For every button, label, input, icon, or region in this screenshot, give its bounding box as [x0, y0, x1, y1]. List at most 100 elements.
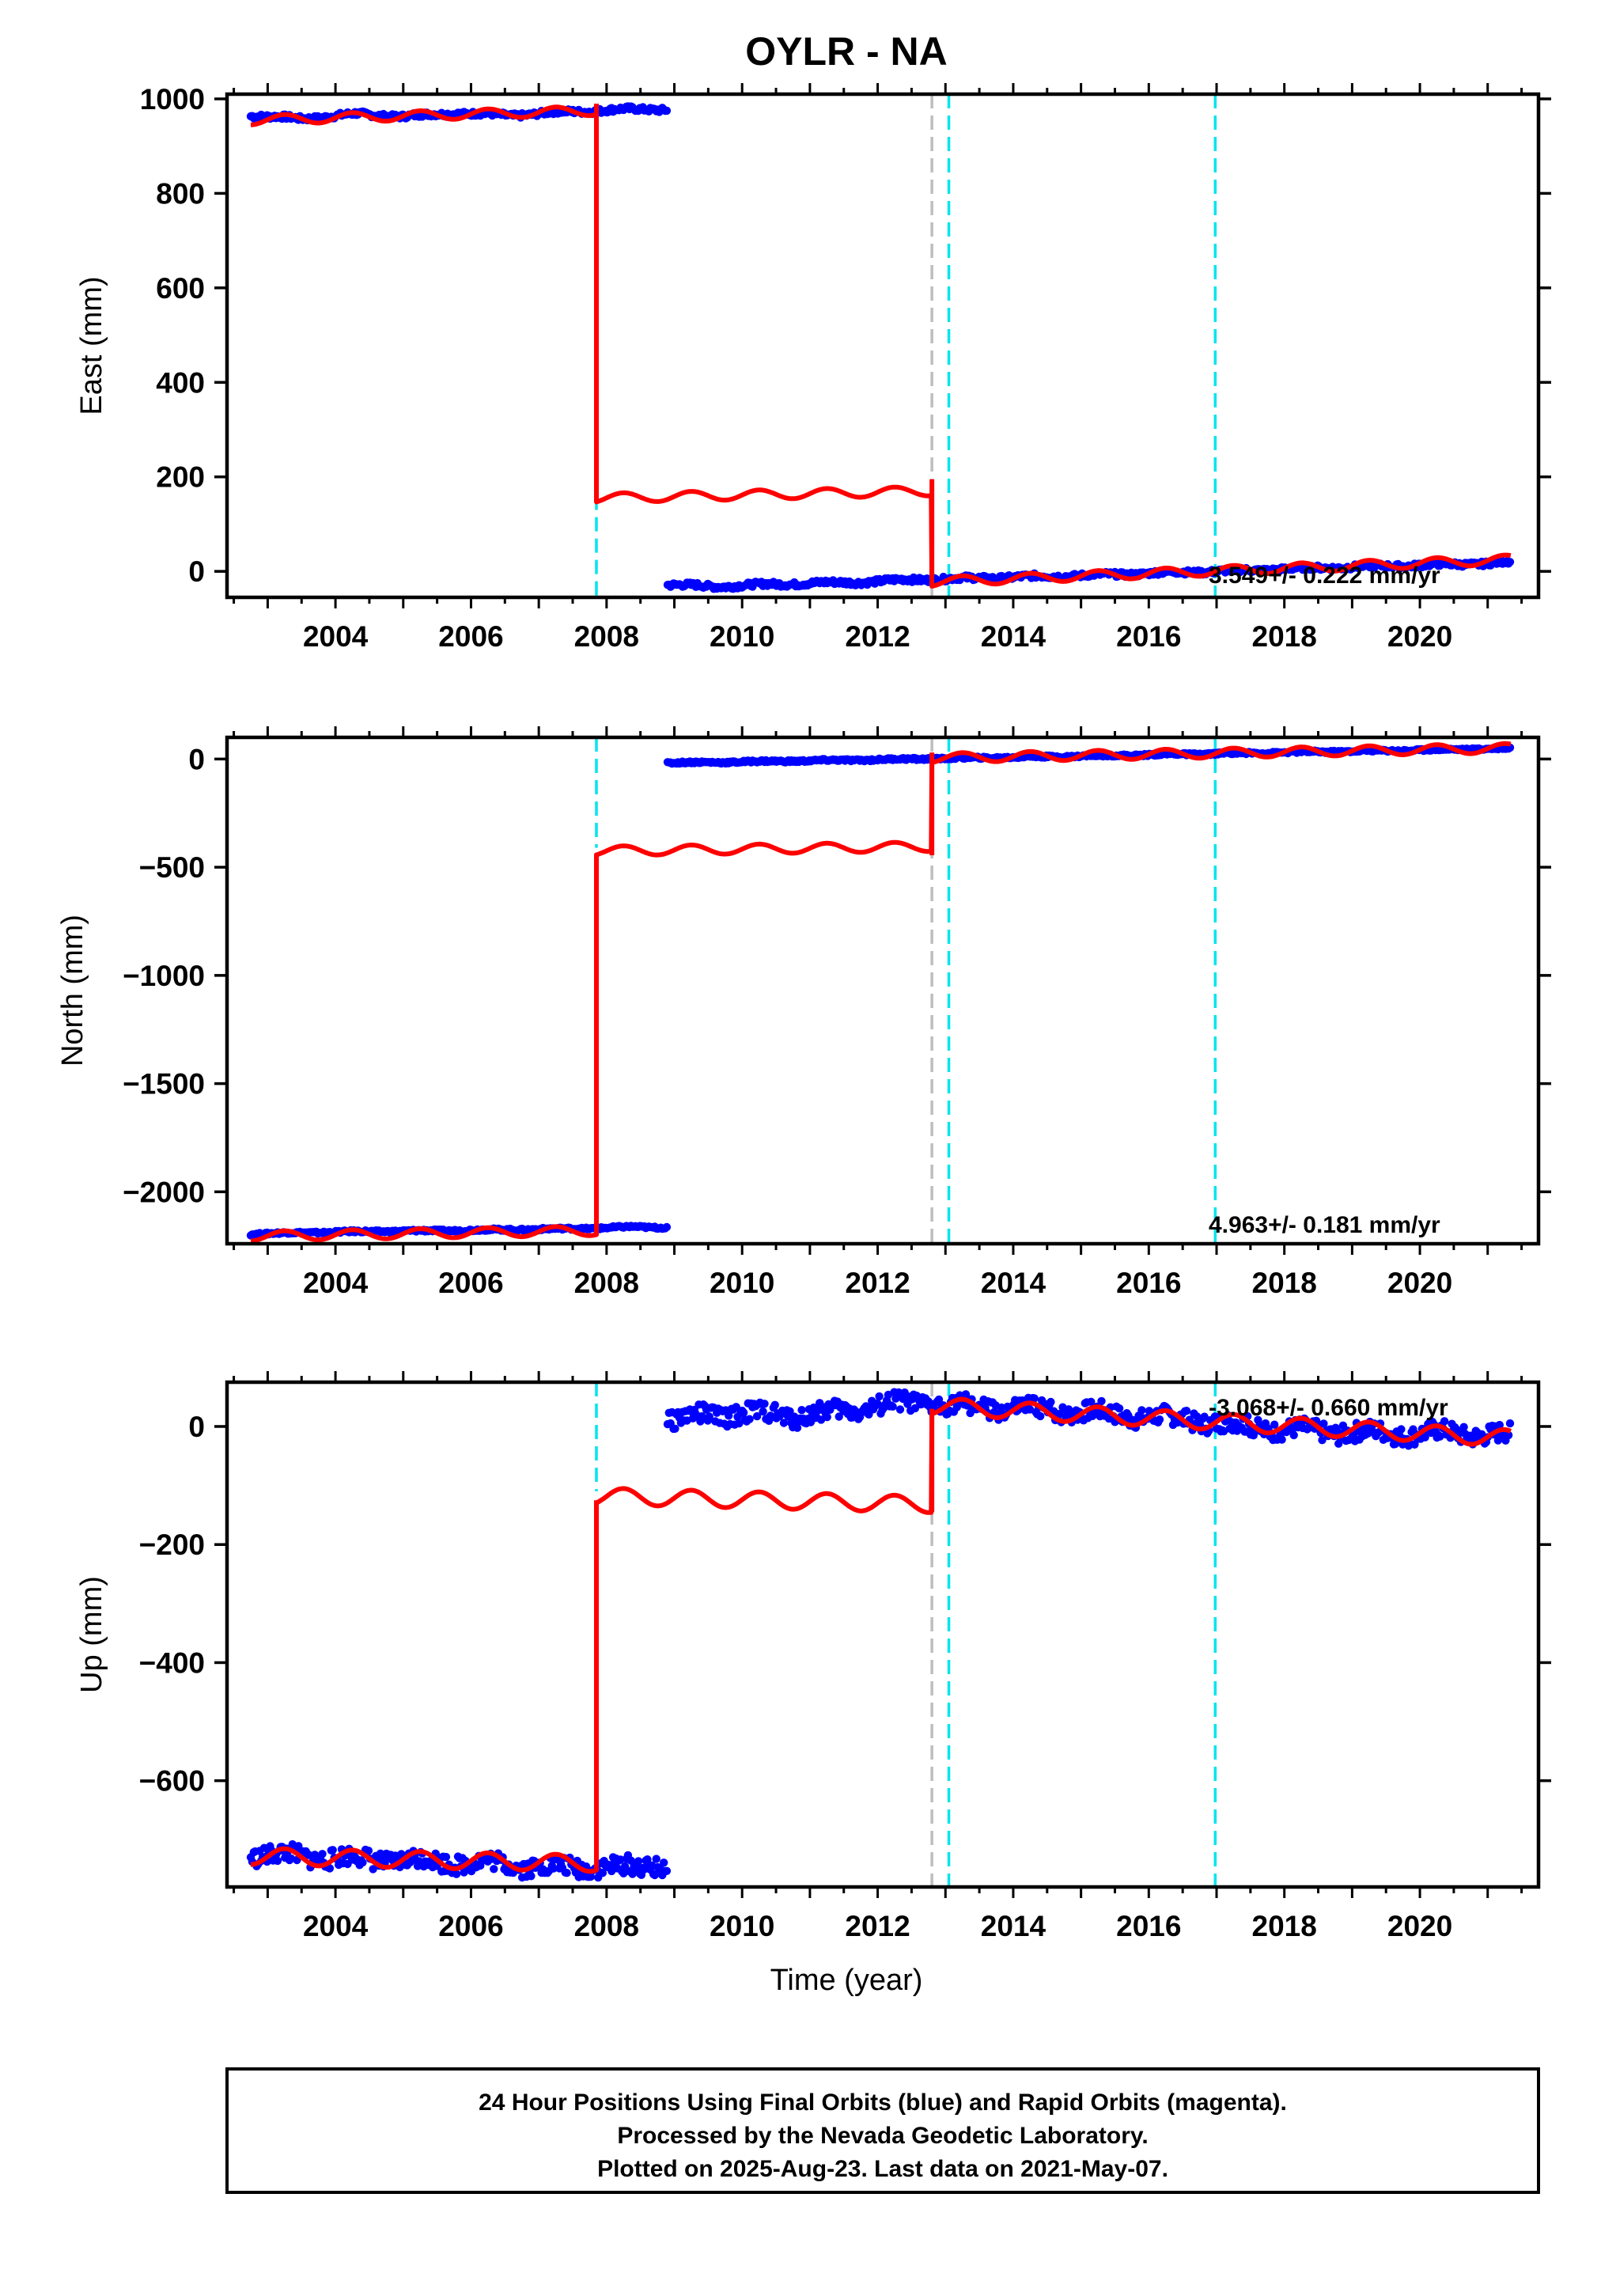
up-data-point: [1459, 1423, 1468, 1431]
north-x-tick-label: 2008: [574, 1267, 639, 1299]
chart-title: OYLR - NA: [745, 29, 948, 74]
up-x-tick-label: 2018: [1252, 1910, 1317, 1942]
north-x-tick-label: 2014: [981, 1267, 1047, 1299]
east-x-tick-label: 2004: [303, 620, 369, 653]
up-data-point: [1421, 1433, 1429, 1442]
up-data-point: [549, 1864, 558, 1873]
up-data-point: [770, 1400, 779, 1410]
footer-frame: [225, 2067, 1540, 2194]
up-rate-label: -3.068+/- 0.660 mm/yr: [1209, 1395, 1448, 1421]
up-x-tick-label: 2016: [1116, 1910, 1181, 1942]
up-data-point: [1319, 1419, 1328, 1428]
north-x-tick-label: 2004: [303, 1267, 369, 1299]
up-data-point: [643, 1855, 652, 1864]
up-data-point: [364, 1847, 373, 1855]
east-x-tick-label: 2008: [574, 620, 639, 653]
panel-east: 2004 2006 2008 2010 2012 2014 2016 2018 2020 0 200…: [75, 83, 1551, 653]
up-data-point: [698, 1412, 706, 1421]
up-data-point: [1145, 1407, 1154, 1415]
up-data-point: [325, 1864, 335, 1873]
up-data-point: [1505, 1419, 1515, 1428]
east-x-tick-label: 2006: [438, 620, 503, 653]
up-data-point: [705, 1412, 713, 1421]
up-x-tick-label: 2004: [303, 1910, 369, 1942]
plot-area-east: [246, 94, 1515, 597]
north-x-tick-label: 2010: [710, 1267, 774, 1299]
east-y-axis-label: East (mm): [75, 276, 108, 415]
up-data-point: [1440, 1417, 1449, 1426]
panel-up: 2004 2006 2008 2010 2012 2014 2016 2018 2020 0 −20…: [75, 1371, 1551, 1942]
up-data-point: [1270, 1420, 1279, 1429]
up-data-point: [1397, 1425, 1406, 1434]
up-y-axis-label: Up (mm): [75, 1576, 108, 1693]
up-x-tick-label: 2008: [574, 1910, 639, 1942]
north-y-tick-label: −2000: [123, 1176, 205, 1208]
up-data-point: [1047, 1397, 1055, 1407]
east-y-tick-label: 200: [156, 461, 205, 494]
up-data-point: [1155, 1415, 1164, 1424]
north-y-tick-label: −1500: [123, 1068, 205, 1101]
east-y-tick-label: 600: [156, 272, 205, 305]
plot-area-north: [246, 737, 1515, 1244]
up-data-point: [328, 1846, 337, 1855]
footer-line-2: Processed by the Nevada Geodetic Laborat…: [617, 2123, 1148, 2149]
north-x-tick-label: 2018: [1252, 1267, 1317, 1299]
up-data-point: [376, 1849, 385, 1858]
up-data-point: [779, 1419, 789, 1427]
north-data-point: [662, 1222, 672, 1232]
up-data-point: [358, 1858, 367, 1867]
up-data-point: [1277, 1435, 1286, 1444]
east-x-tick-label: 2018: [1252, 620, 1317, 653]
up-data-point: [759, 1407, 767, 1416]
east-x-tick-label: 2020: [1387, 620, 1452, 653]
up-data-point: [598, 1869, 607, 1877]
up-data-point: [1391, 1439, 1400, 1449]
up-data-point: [1318, 1436, 1327, 1445]
north-x-tick-label: 2006: [438, 1267, 503, 1299]
up-data-point: [634, 1857, 643, 1866]
east-frame: [225, 92, 1541, 600]
panel-north: 2004 2006 2008 2010 2012 2014 2016 2018 2020 0 −50…: [56, 726, 1551, 1299]
up-data-point: [1182, 1407, 1191, 1415]
up-data-point: [452, 1870, 461, 1878]
up-data-point: [910, 1404, 920, 1413]
up-model-line: [249, 1396, 1512, 1874]
footer-line-1: 24 Hour Positions Using Final Orbits (bl…: [479, 2090, 1287, 2116]
east-rate-label: 3.549+/- 0.222 mm/yr: [1209, 563, 1440, 589]
up-data-point: [1137, 1406, 1146, 1415]
east-y-tick-label: 1000: [140, 83, 205, 116]
footer-box: 24 Hour Positions Using Final Orbits (bl…: [225, 2067, 1540, 2194]
up-data-point: [662, 1866, 672, 1875]
up-data-point: [1087, 1397, 1096, 1407]
up-data-point: [835, 1412, 843, 1421]
up-x-tick-label: 2012: [845, 1910, 910, 1942]
east-model-line: [249, 104, 1512, 589]
up-data-point: [650, 1870, 659, 1880]
up-data-point: [732, 1403, 740, 1411]
footer-line-3: Plotted on 2025-Aug-23. Last data on 202…: [597, 2156, 1168, 2182]
up-data-point: [490, 1865, 498, 1874]
up-x-tick-label: 2010: [710, 1910, 774, 1942]
east-y-tick-label: 0: [188, 555, 205, 588]
up-x-tick-label: 2014: [981, 1910, 1047, 1942]
up-data-point: [318, 1850, 327, 1858]
north-frame: [225, 735, 1541, 1246]
north-x-tick-label: 2016: [1116, 1267, 1181, 1299]
north-model-line: [249, 741, 1512, 1244]
up-data-point: [752, 1411, 762, 1421]
north-x-tick-label: 2012: [845, 1267, 910, 1299]
up-data-point: [873, 1400, 882, 1408]
east-y-tick-label: 400: [156, 366, 205, 399]
north-y-tick-label: 0: [188, 743, 205, 775]
north-rate-label: 4.963+/- 0.181 mm/yr: [1209, 1212, 1440, 1238]
up-data-point: [875, 1392, 884, 1401]
up-x-tick-label: 2020: [1387, 1910, 1452, 1942]
up-data-point: [797, 1406, 806, 1415]
up-data-point: [888, 1402, 897, 1411]
up-data-point: [671, 1424, 679, 1434]
north-x-tick-label: 2020: [1387, 1267, 1452, 1299]
up-frame: [225, 1380, 1541, 1889]
east-y-tick-label: 800: [156, 177, 205, 210]
up-y-tick-label: −200: [139, 1529, 205, 1561]
up-y-tick-label: −600: [139, 1765, 205, 1798]
